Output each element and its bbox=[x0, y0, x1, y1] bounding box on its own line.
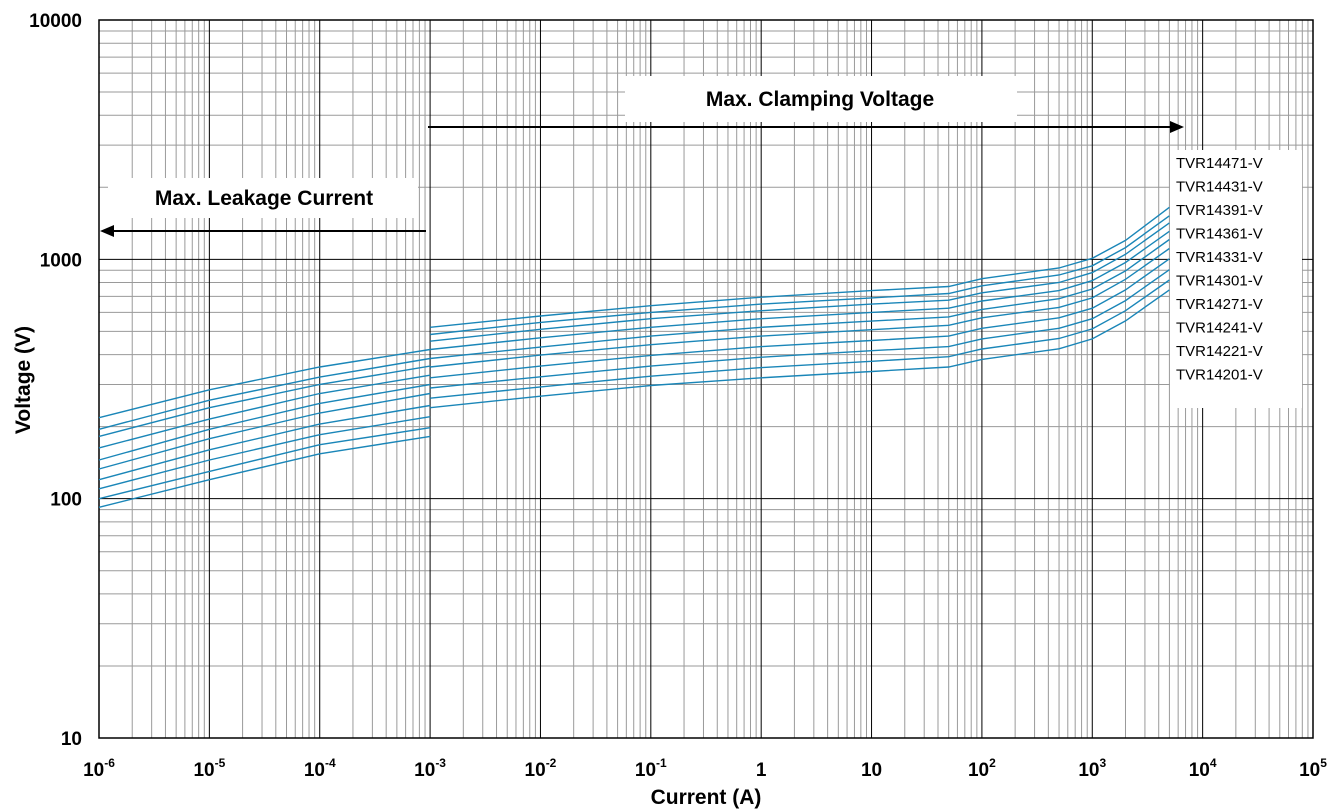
y-axis-title: Voltage (V) bbox=[12, 326, 35, 434]
annotations: Max. Clamping Voltage Max. Leakage Curre… bbox=[100, 76, 1184, 237]
series-line-leakage bbox=[98, 348, 431, 419]
x-tick-label: 105 bbox=[1299, 756, 1327, 781]
series-line-clamping bbox=[430, 269, 1170, 389]
y-axis-ticks: 10 100 1000 10000 bbox=[29, 11, 82, 750]
legend-box bbox=[1170, 150, 1302, 408]
series-group bbox=[98, 206, 1170, 508]
legend-entry: TVR14331-V bbox=[1176, 249, 1263, 266]
series-line-clamping bbox=[430, 222, 1170, 342]
x-tick-label: 10-4 bbox=[304, 756, 336, 781]
clamping-arrowhead bbox=[1170, 121, 1184, 133]
series-line-clamping bbox=[430, 247, 1170, 368]
legend-entry: TVR14301-V bbox=[1176, 273, 1263, 290]
y-tick-label: 10000 bbox=[29, 11, 82, 32]
x-tick-label: 10-1 bbox=[635, 756, 667, 781]
series-line-leakage bbox=[98, 416, 431, 490]
major-grid bbox=[98, 19, 1314, 739]
clamping-annotation: Max. Clamping Voltage bbox=[706, 88, 934, 111]
series-line-clamping bbox=[430, 258, 1170, 379]
y-tick-label: 1000 bbox=[40, 250, 82, 271]
x-tick-label: 103 bbox=[1078, 756, 1106, 781]
clamping-label-box bbox=[625, 76, 1017, 122]
legend-entry: TVR14361-V bbox=[1176, 226, 1263, 243]
x-tick-label: 10-6 bbox=[83, 756, 115, 781]
x-tick-label: 10-5 bbox=[193, 756, 225, 781]
series-line-clamping bbox=[430, 230, 1170, 351]
series-line-leakage bbox=[98, 374, 431, 449]
series-line-leakage bbox=[98, 427, 431, 500]
leakage-arrowhead bbox=[100, 225, 114, 237]
legend-entry: TVR14221-V bbox=[1176, 343, 1263, 360]
series-line-leakage bbox=[98, 392, 431, 470]
legend-entry: TVR14391-V bbox=[1176, 202, 1263, 219]
x-tick-label: 10-3 bbox=[414, 756, 446, 781]
series-line-clamping bbox=[430, 279, 1170, 399]
legend: TVR14471-V TVR14431-V TVR14391-V TVR14361-V… bbox=[1170, 150, 1302, 408]
series-line-leakage bbox=[98, 365, 431, 438]
leakage-annotation: Max. Leakage Current bbox=[155, 187, 373, 210]
x-tick-label: 10-2 bbox=[525, 756, 557, 781]
series-line-clamping bbox=[430, 206, 1170, 328]
series-line-leakage bbox=[98, 383, 431, 461]
x-tick-label: 102 bbox=[968, 756, 996, 781]
series-line-leakage bbox=[98, 357, 431, 430]
series-line-clamping bbox=[430, 215, 1170, 336]
legend-entry: TVR14241-V bbox=[1176, 320, 1263, 337]
legend-entry: TVR14201-V bbox=[1176, 367, 1263, 384]
leakage-label-box bbox=[108, 178, 418, 218]
series-line-leakage bbox=[98, 435, 431, 508]
y-tick-label: 10 bbox=[61, 729, 82, 750]
x-axis-title: Current (A) bbox=[651, 786, 762, 809]
x-tick-label: 10 bbox=[861, 760, 882, 781]
x-tick-label: 104 bbox=[1189, 756, 1217, 781]
plot-frame bbox=[98, 19, 1314, 739]
x-axis-ticks: 10-6 10-5 10-4 10-3 10-2 10-1 1 10 102 103 104 105 bbox=[83, 756, 1327, 781]
series-line-clamping bbox=[430, 289, 1170, 409]
series-line-clamping bbox=[430, 238, 1170, 360]
legend-entry: TVR14271-V bbox=[1176, 296, 1263, 313]
series-line-leakage bbox=[98, 404, 431, 481]
y-tick-label: 100 bbox=[50, 490, 82, 511]
legend-entry: TVR14431-V bbox=[1176, 179, 1263, 196]
x-tick-label: 1 bbox=[756, 760, 767, 781]
legend-entry: TVR14471-V bbox=[1176, 155, 1263, 172]
